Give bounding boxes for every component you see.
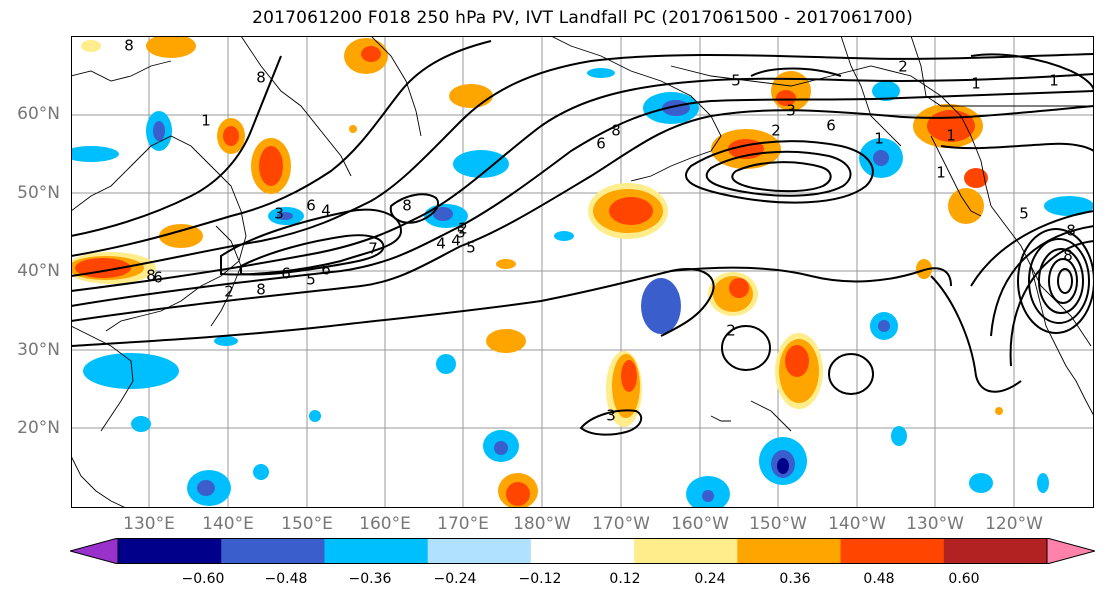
contour-label: 4: [321, 202, 331, 220]
contour-label: 1: [874, 130, 884, 148]
map-title: 2017061200 F018 250 hPa PV, IVT Landfall…: [252, 8, 913, 28]
contour-label: 6: [281, 265, 291, 283]
colorbar-tick: −0.12: [518, 571, 562, 587]
contour-label: 8: [256, 281, 266, 299]
colorbar-cell: [840, 538, 945, 564]
map-frame: [71, 36, 1094, 508]
lat-label-30n: 30°N: [17, 340, 60, 360]
map-canvas: 8813442567868665284586532621111188532: [71, 36, 1094, 508]
lon-label-130e: 130°E: [123, 514, 175, 534]
lon-label-170w: 170°W: [592, 514, 650, 534]
contour-label: 1: [946, 127, 956, 145]
lon-label-160e: 160°E: [359, 514, 411, 534]
contour-label: 7: [368, 240, 378, 258]
colorbar-cell: [118, 538, 222, 564]
map-panel[interactable]: 8813442567868665284586532621111188532: [71, 36, 1094, 508]
colorbar-cells: [70, 538, 1095, 564]
contour-labels: 8813442567868665284586532621111188532: [124, 37, 1076, 425]
colorbar-extend-low: [70, 538, 119, 564]
colorbar-cell: [221, 538, 325, 564]
colorbar-cell: [943, 538, 1048, 564]
lat-label-20n: 20°N: [17, 418, 60, 438]
contour-label: 3: [786, 102, 796, 120]
lon-label-120w: 120°W: [985, 514, 1043, 534]
contour-label: 2: [898, 58, 908, 76]
contour-label: 6: [306, 197, 316, 215]
contour-label: 8: [402, 197, 412, 215]
lon-label-140w: 140°W: [828, 514, 886, 534]
lat-label-40n: 40°N: [17, 261, 60, 281]
colorbar-cell: [427, 538, 532, 564]
colorbar-tick: −0.48: [264, 571, 308, 587]
contour-label: 3: [274, 205, 284, 223]
lon-label-150w: 150°W: [749, 514, 807, 534]
contour-label: 1: [971, 75, 981, 93]
lon-label-170e: 170°E: [437, 514, 489, 534]
lon-label-150e: 150°E: [281, 514, 333, 534]
colorbar-tick: 0.60: [948, 571, 980, 587]
contour-label: 6: [596, 135, 606, 153]
contour-label: 5: [306, 271, 316, 289]
contour-label: 6: [321, 261, 331, 279]
colorbar-tick: 0.24: [694, 571, 726, 587]
contour-label: 2: [224, 283, 234, 301]
colorbar-extend-high: [1046, 538, 1095, 564]
colorbar-cell: [324, 538, 429, 564]
contour-label: 1: [1049, 72, 1059, 90]
contour-label: 3: [606, 407, 616, 425]
colorbar-tick: 0.48: [863, 571, 895, 587]
contour-label: 8: [1063, 247, 1073, 265]
contour-label: 5: [1019, 205, 1029, 223]
colorbar: [70, 538, 1095, 564]
contour-label: 8: [256, 69, 266, 87]
contour-label: 5: [466, 239, 476, 257]
colorbar-cell: [530, 538, 635, 564]
lon-label-140e: 140°E: [202, 514, 254, 534]
contour-label: 8: [146, 267, 156, 285]
lat-label-50n: 50°N: [17, 183, 60, 203]
contour-label: 1: [201, 112, 211, 130]
contour-label: 1: [936, 164, 946, 182]
contour-label: 5: [456, 224, 466, 242]
lon-label-130w: 130°W: [906, 514, 964, 534]
lon-label-180w: 180°W: [513, 514, 571, 534]
colorbar-tick: −0.60: [181, 571, 225, 587]
contours: [71, 40, 1094, 436]
contour-label: 8: [1066, 222, 1076, 240]
contour-label: 8: [124, 37, 134, 55]
colorbar-tick: −0.24: [433, 571, 477, 587]
colorbar-cell: [737, 538, 842, 564]
colorbar-tick: 0.12: [609, 571, 641, 587]
contour-label: 6: [153, 269, 163, 287]
contour-label: 5: [731, 72, 741, 90]
contour-label: 2: [771, 122, 781, 140]
contour-label: 2: [458, 220, 468, 238]
contour-label: 4: [436, 235, 446, 253]
contour-label: 4: [451, 232, 461, 250]
colorbar-tick: 0.36: [779, 571, 811, 587]
colorbar-tick: −0.36: [348, 571, 392, 587]
contour-label: 6: [826, 117, 836, 135]
coastlines: [71, 36, 1094, 508]
contour-label: 2: [726, 322, 736, 340]
lon-label-160w: 160°W: [671, 514, 729, 534]
lat-label-60n: 60°N: [17, 104, 60, 124]
contour-label: 8: [611, 122, 621, 140]
positive-anomaly-shading: [71, 36, 1003, 508]
colorbar-cell: [634, 538, 738, 564]
colorbar-border: [117, 538, 1048, 564]
